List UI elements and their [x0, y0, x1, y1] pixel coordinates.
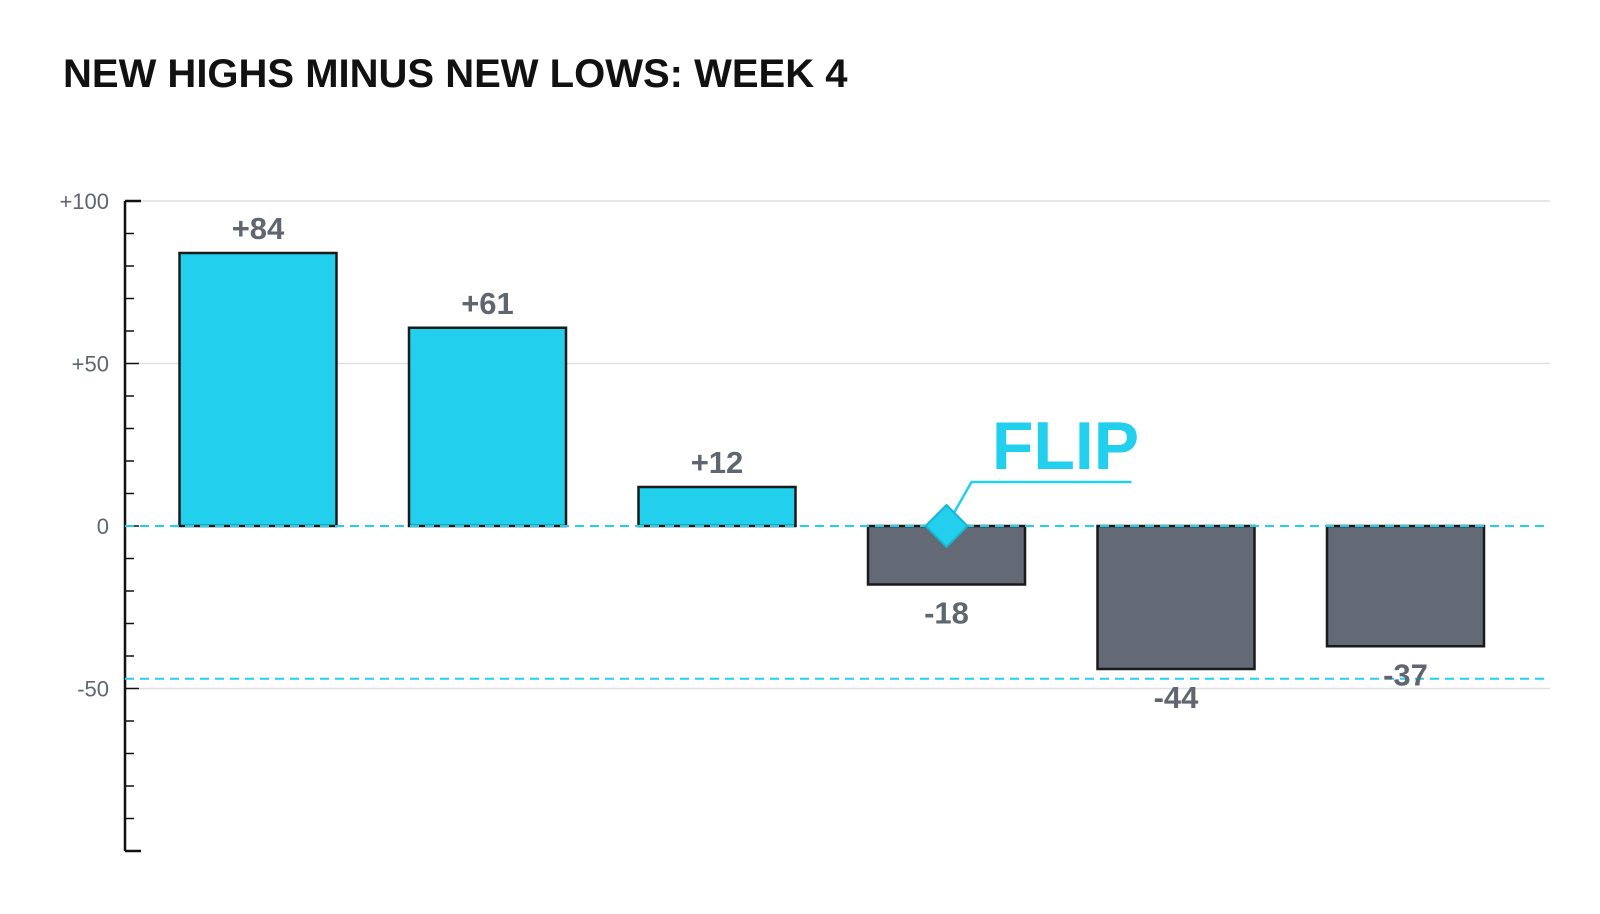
y-tick-label: -50 [77, 677, 109, 702]
bars [178, 251, 1486, 671]
data-label: -18 [924, 596, 969, 631]
reference-lines [125, 525, 1550, 680]
flip-annotation: FLIP [924, 408, 1139, 549]
grid-lines [125, 200, 1550, 690]
bar [1325, 524, 1486, 648]
annotation-leader [945, 480, 1132, 527]
value-labels: +84 +61 +12 -18 -44 -37 [232, 211, 1428, 715]
y-tick-label: 0 [97, 514, 109, 539]
annotation-marker [924, 503, 969, 549]
bar [178, 251, 338, 528]
chart-title: NEW HIGHS MINUS NEW LOWS: WEEK 4 [63, 52, 848, 96]
bar [1096, 524, 1256, 671]
data-label: +12 [691, 445, 744, 480]
y-tick-label: +100 [59, 189, 109, 214]
data-label: -44 [1154, 680, 1200, 715]
data-label: -37 [1383, 657, 1428, 692]
bar [407, 326, 568, 528]
bar [637, 485, 797, 528]
y-axis: +100 +50 0 -50 [59, 189, 141, 853]
y-tick-label: +50 [72, 352, 109, 377]
data-label: +61 [461, 286, 514, 321]
data-label: +84 [232, 211, 285, 246]
annotation-text: FLIP [992, 408, 1139, 484]
